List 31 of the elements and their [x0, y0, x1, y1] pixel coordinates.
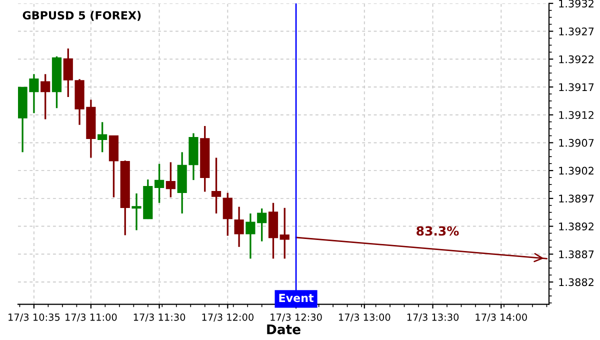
candlestick [40, 73, 50, 120]
x-tick-label: 17/3 11:30 [134, 314, 186, 322]
y-tick-label: 1.3912 [559, 111, 594, 119]
x-tick-label: 17/3 13:00 [339, 314, 390, 322]
ref-line-label: Event [279, 294, 314, 302]
y-tick-label: 1.3902 [559, 166, 594, 175]
x-tick-label: 17/3 10:35 [8, 314, 60, 322]
x-tick-label: 17/3 12:30 [270, 314, 322, 322]
candlestick [211, 156, 222, 214]
candlestick [98, 121, 108, 154]
x-tick-label: 17/3 14:00 [476, 314, 527, 322]
x-tick-label: 17/3 13:30 [407, 314, 459, 322]
y-tick-label: 1.3892 [559, 222, 594, 230]
x-axis-title: Date [267, 324, 300, 334]
candlestick [222, 192, 232, 237]
y-tick-label: 1.3897 [559, 194, 594, 203]
y-tick-label: 1.3922 [559, 55, 594, 64]
x-tick-label: 17/3 11:00 [66, 314, 117, 322]
y-tick-label: 1.3927 [559, 27, 594, 36]
y-tick-label: 1.3917 [559, 83, 594, 92]
y-tick-label: 1.3932 [559, 0, 594, 8]
x-tick-label: 17/3 12:00 [202, 314, 254, 322]
text: GBPUSD 5 (FOREX) [22, 10, 141, 21]
annotation: 83.3% [416, 226, 459, 236]
y-tick-label: 1.3882 [559, 278, 594, 286]
candlestick [166, 161, 176, 198]
y-tick-label: 1.3887 [559, 250, 594, 258]
y-tick-label: 1.3907 [559, 138, 594, 147]
candlestick [280, 207, 290, 260]
candlestick [154, 163, 164, 204]
candlestick [234, 206, 244, 248]
